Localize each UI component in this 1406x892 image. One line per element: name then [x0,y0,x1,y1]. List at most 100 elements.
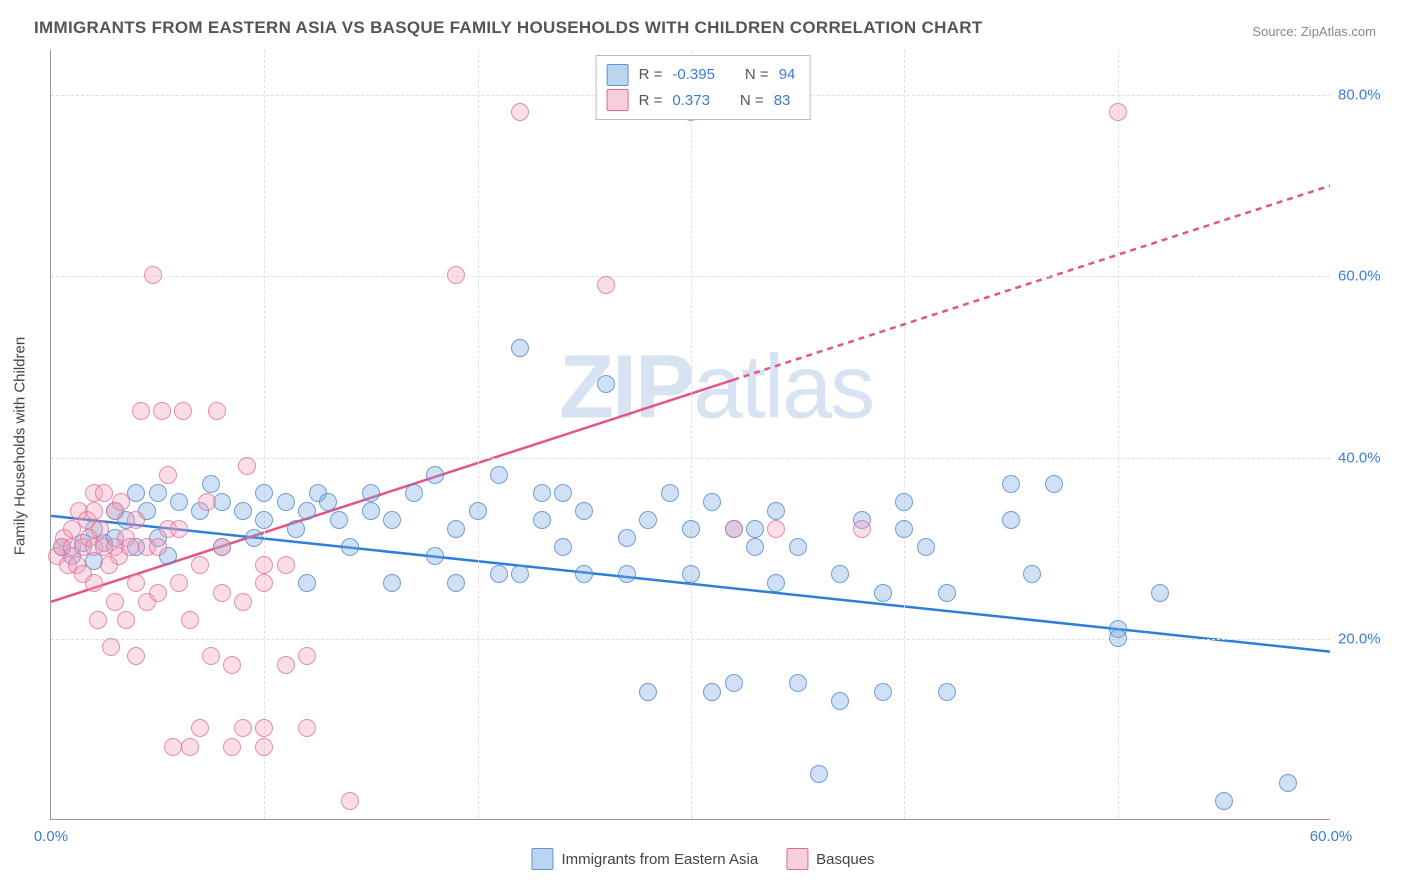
scatter-point [767,574,785,592]
swatch-blue-icon [607,64,629,86]
scatter-point [234,719,252,737]
gridline-v [478,50,479,819]
gridline-v [1118,50,1119,819]
scatter-point [533,511,551,529]
chart-title: IMMIGRANTS FROM EASTERN ASIA VS BASQUE F… [34,18,983,38]
scatter-point [938,584,956,602]
scatter-point [181,738,199,756]
scatter-point [362,502,380,520]
scatter-point [895,520,913,538]
scatter-point [127,511,145,529]
scatter-point [554,484,572,502]
scatter-point [208,402,226,420]
scatter-point [181,611,199,629]
y-tick-label: 20.0% [1338,630,1398,647]
y-tick-label: 80.0% [1338,87,1398,104]
r-label: R = [639,88,663,114]
n-value: 94 [779,62,796,88]
scatter-point [341,538,359,556]
scatter-point [255,556,273,574]
series-legend: Immigrants from Eastern Asia Basques [531,848,874,870]
source-label: Source: [1252,24,1297,39]
scatter-point [191,556,209,574]
scatter-point [102,638,120,656]
scatter-point [255,511,273,529]
scatter-point [255,738,273,756]
source-name: ZipAtlas.com [1301,24,1376,39]
gridline-v [691,50,692,819]
scatter-point [202,475,220,493]
scatter-point [874,683,892,701]
scatter-point [405,484,423,502]
scatter-point [127,647,145,665]
scatter-point [447,574,465,592]
scatter-point [490,565,508,583]
scatter-point [618,565,636,583]
scatter-point [298,574,316,592]
scatter-point [1151,584,1169,602]
scatter-point [170,520,188,538]
legend-label: Immigrants from Eastern Asia [561,851,758,868]
scatter-point [383,511,401,529]
scatter-point [213,538,231,556]
scatter-point [789,538,807,556]
n-label: N = [745,62,769,88]
scatter-point [703,683,721,701]
scatter-point [746,538,764,556]
legend-label: Basques [816,851,874,868]
scatter-point [554,538,572,556]
scatter-point [639,511,657,529]
scatter-point [85,502,103,520]
scatter-point [255,484,273,502]
scatter-point [255,574,273,592]
scatter-point [533,484,551,502]
legend-row-blue: R = -0.395 N = 94 [607,62,796,88]
scatter-point [298,719,316,737]
scatter-point [426,547,444,565]
scatter-point [223,738,241,756]
scatter-point [149,584,167,602]
scatter-point [703,493,721,511]
scatter-point [91,520,109,538]
scatter-point [767,502,785,520]
scatter-point [191,719,209,737]
scatter-point [1215,792,1233,810]
scatter-point [789,674,807,692]
trend-line [733,186,1330,380]
scatter-plot: ZIPatlas 20.0%40.0%60.0%80.0%0.0%60.0% [50,50,1330,820]
gridline-v [264,50,265,819]
scatter-point [938,683,956,701]
y-tick-label: 40.0% [1338,449,1398,466]
scatter-point [682,565,700,583]
scatter-point [198,493,216,511]
scatter-point [362,484,380,502]
swatch-pink-icon [607,89,629,111]
scatter-point [575,502,593,520]
scatter-point [1045,475,1063,493]
source-credit: Source: ZipAtlas.com [1252,24,1376,39]
scatter-point [234,593,252,611]
scatter-point [1002,511,1020,529]
scatter-point [330,511,348,529]
r-value: 0.373 [672,88,710,114]
scatter-point [618,529,636,547]
scatter-point [1109,103,1127,121]
scatter-point [202,647,220,665]
scatter-point [106,593,124,611]
scatter-point [153,402,171,420]
x-tick-label: 60.0% [1310,828,1353,845]
scatter-point [174,402,192,420]
scatter-point [447,520,465,538]
r-label: R = [639,62,663,88]
scatter-point [298,647,316,665]
scatter-point [213,584,231,602]
scatter-point [917,538,935,556]
scatter-point [661,484,679,502]
scatter-point [144,266,162,284]
swatch-blue-icon [531,848,553,870]
x-tick-label: 0.0% [34,828,68,845]
scatter-point [170,574,188,592]
scatter-point [255,719,273,737]
scatter-point [89,611,107,629]
scatter-point [277,493,295,511]
